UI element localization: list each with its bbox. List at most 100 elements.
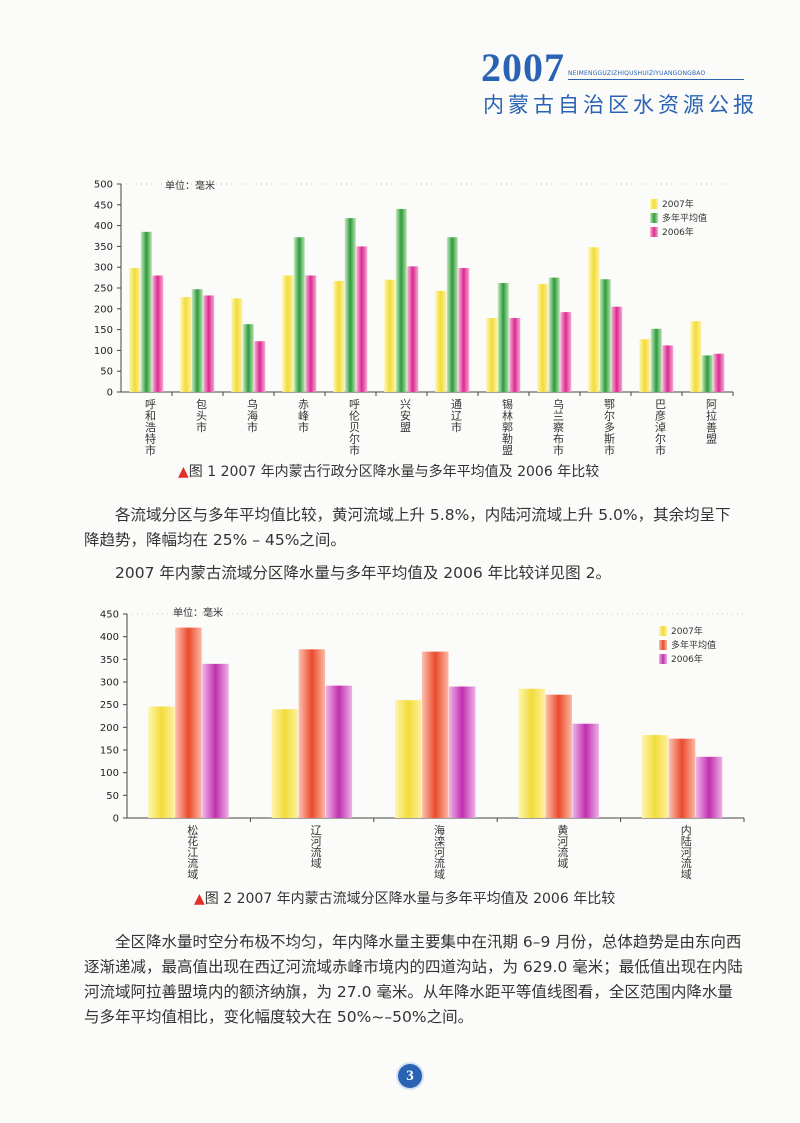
bar-2006 — [356, 246, 368, 392]
bar-average — [446, 237, 458, 392]
bar-average — [298, 649, 326, 818]
paragraph-1: 各流域分区与多年平均值比较，黄河流域上升 5.8%，内陆河流域上升 5.0%，其… — [84, 506, 731, 549]
y-tick-label: 300 — [100, 678, 119, 689]
x-category-label: 兴安盟 — [400, 398, 411, 434]
figure2-caption: ▲图 2 2007 年内蒙古流域分区降水量与多年平均值及 2006 年比较 — [194, 888, 615, 908]
bar-2006 — [695, 756, 723, 818]
caption-marker: ▲ — [194, 891, 205, 907]
legend-label: 多年平均值 — [662, 212, 707, 224]
x-category-label: 巴彦淖尔市 — [655, 398, 666, 457]
bar-average — [395, 208, 407, 392]
y-tick-label: 100 — [94, 346, 113, 357]
y-tick-label: 450 — [94, 200, 113, 211]
legend-label: 2006年 — [662, 226, 694, 238]
legend-label: 2007年 — [671, 625, 703, 637]
bar-2007 — [639, 339, 651, 392]
header-rule — [568, 79, 744, 80]
bar-2007 — [690, 321, 702, 392]
y-tick-label: 150 — [100, 746, 119, 757]
x-category-label: 包头市 — [196, 398, 207, 434]
x-category-label: 呼伦贝尔市 — [349, 398, 360, 457]
bar-2006 — [325, 685, 353, 818]
bar-2007 — [435, 290, 447, 392]
bar-average — [175, 627, 202, 818]
y-tick-label: 200 — [94, 304, 113, 315]
report-year: 2007 — [481, 45, 565, 90]
bar-2006 — [662, 345, 674, 392]
legend-swatch — [650, 227, 658, 237]
paragraph-2: 2007 年内蒙古流域分区降水量与多年平均值及 2006 年比较详见图 2。 — [115, 564, 611, 582]
y-tick-label: 50 — [106, 791, 119, 802]
bar-2007 — [537, 283, 549, 392]
bar-2006 — [560, 312, 572, 392]
y-tick-label: 0 — [113, 814, 119, 825]
bar-average — [191, 289, 203, 392]
x-category-label: 阿拉善盟 — [706, 398, 717, 446]
chart2-unit-label: 单位：毫米 — [173, 606, 223, 619]
bar-2007 — [486, 317, 498, 392]
bar-2007 — [231, 298, 243, 392]
bar-2006 — [203, 295, 215, 392]
x-category-label: 海滦河流域 — [434, 823, 445, 881]
bar-average — [497, 283, 509, 392]
bar-2006 — [407, 266, 419, 392]
bar-average — [242, 324, 254, 392]
bar-average — [140, 231, 152, 392]
x-category-label: 乌海市 — [247, 397, 258, 434]
y-tick-label: 350 — [94, 242, 113, 253]
legend-label: 多年平均值 — [671, 639, 716, 651]
x-category-label: 鄂尔多斯市 — [604, 398, 615, 457]
bar-average — [344, 218, 356, 392]
bar-2007 — [271, 709, 299, 818]
y-tick-label: 250 — [100, 700, 119, 711]
y-tick-label: 400 — [100, 632, 119, 643]
bar-2006 — [611, 306, 623, 392]
bar-2006 — [458, 268, 470, 392]
legend-swatch — [659, 654, 667, 664]
x-category-label: 乌兰察布市 — [553, 397, 564, 457]
legend-swatch — [650, 213, 658, 223]
bar-2006 — [449, 686, 476, 818]
bar-2006 — [202, 663, 229, 818]
chart-admin-regions: 单位：毫米 0 50 100 150 200 250 300 350 400 450 500 呼和浩… — [94, 179, 734, 457]
legend-label: 2007年 — [662, 198, 694, 210]
legend-swatch — [650, 199, 658, 209]
bar-average — [422, 651, 449, 818]
bar-2007 — [180, 297, 192, 392]
bar-average — [548, 277, 560, 392]
bar-2006 — [713, 353, 725, 392]
x-category-label: 锡林郭勒盟 — [502, 397, 513, 457]
figure1-caption: ▲图 1 2007 年内蒙古行政分区降水量与多年平均值及 2006 年比较 — [178, 461, 599, 481]
y-tick-label: 50 — [100, 367, 113, 378]
bar-2006 — [152, 275, 164, 392]
page-number: 3 — [398, 1064, 422, 1088]
report-subtitle-pinyin: NEIMENGGUZIZHIQUSHUIZIYUANGONGBAO — [568, 70, 706, 77]
legend-swatch — [659, 640, 667, 650]
y-tick-label: 200 — [100, 723, 119, 734]
y-tick-label: 400 — [94, 221, 113, 232]
y-tick-label: 100 — [100, 768, 119, 779]
bar-average — [599, 279, 611, 392]
x-category-label: 通辽市 — [451, 398, 462, 434]
bar-average — [545, 694, 572, 818]
report-title: 内蒙古自治区水资源公报 — [483, 93, 758, 117]
paragraph-3: 全区降水量时空分布极不均匀，年内降水量主要集中在汛期 6–9 月份，总体趋势是由… — [84, 933, 743, 1026]
bar-2007 — [518, 688, 545, 818]
y-tick-label: 300 — [94, 263, 113, 274]
x-category-label: 内陆河流域 — [681, 823, 692, 881]
bar-2007 — [148, 706, 175, 818]
bar-average — [650, 328, 662, 392]
bar-2006 — [305, 275, 317, 392]
caption-marker: ▲ — [178, 464, 189, 480]
bar-average — [701, 355, 713, 392]
bar-2007 — [129, 268, 141, 392]
bar-2006 — [572, 723, 599, 818]
x-category-label: 呼和浩特市 — [145, 398, 156, 457]
bar-2007 — [395, 700, 422, 818]
chart-river-basins: 单位：毫米 0 50 100 150 200 250 300 350 400 450 松花江流域 辽… — [100, 606, 745, 881]
y-tick-label: 350 — [100, 655, 119, 666]
y-tick-label: 450 — [100, 610, 119, 621]
figure2-caption-text: 图 2 2007 年内蒙古流域分区降水量与多年平均值及 2006 年比较 — [204, 891, 616, 907]
y-tick-label: 500 — [94, 180, 113, 191]
bar-average — [668, 738, 696, 818]
